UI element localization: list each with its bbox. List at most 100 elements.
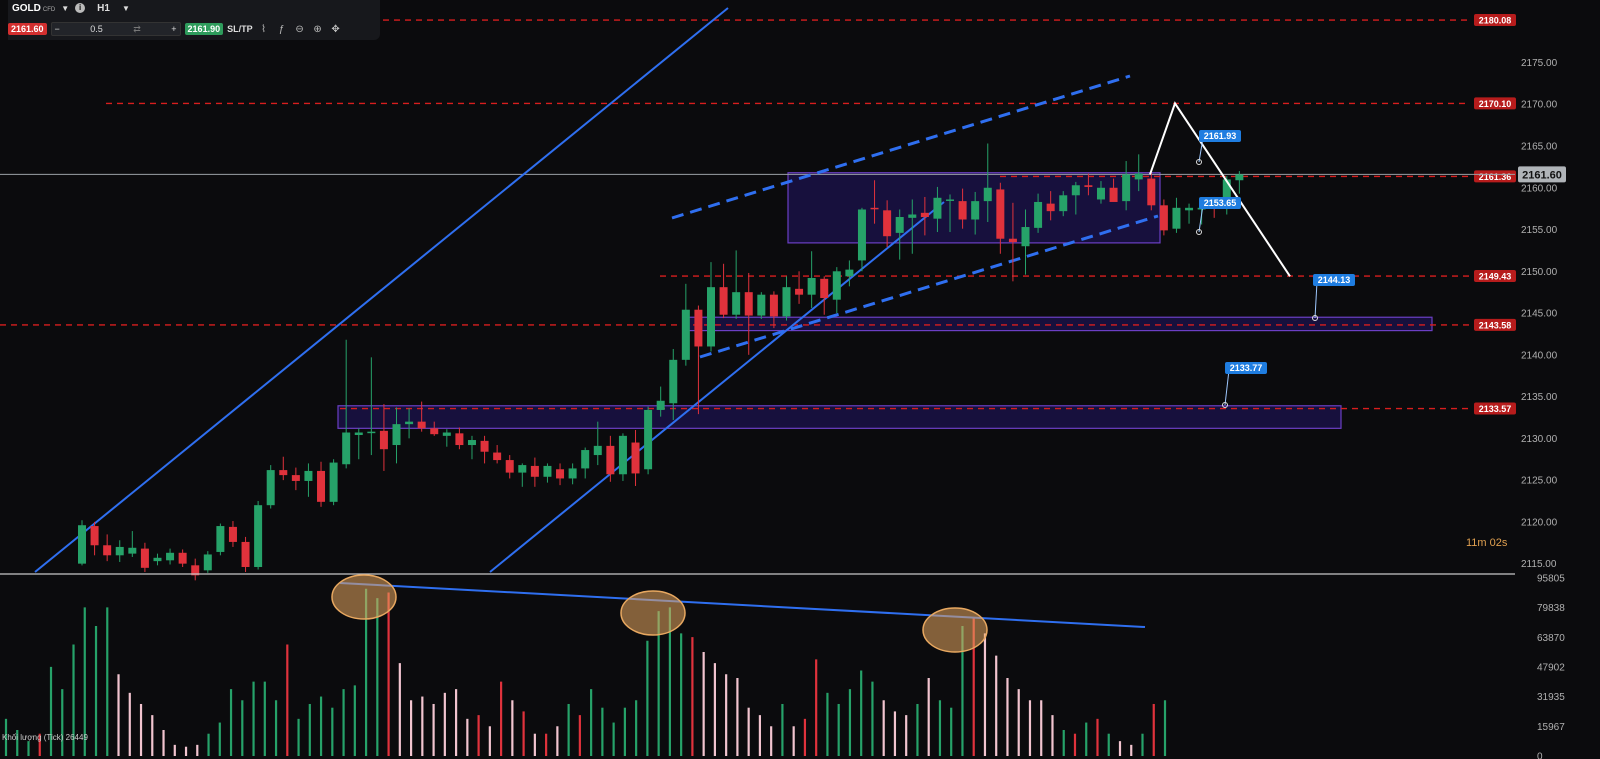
candle-body xyxy=(581,450,590,469)
volume-axis-tick-label: 15967 xyxy=(1537,722,1565,733)
candle-body xyxy=(807,277,816,295)
candle-body xyxy=(128,547,137,554)
candle-countdown: 11m 02s xyxy=(1466,537,1508,549)
projection-label: 2153.65 xyxy=(1204,198,1237,208)
chevron-down-icon[interactable]: ▼ xyxy=(121,3,130,13)
candle-body xyxy=(681,309,690,360)
candle-body xyxy=(442,432,451,436)
price-level-label: 2180.08 xyxy=(1479,16,1512,26)
volume-axis-tick-label: 31935 xyxy=(1537,692,1565,703)
price-level-label: 2149.43 xyxy=(1479,272,1512,282)
price-axis-tick-label: 2120.00 xyxy=(1521,517,1558,528)
current-price-tag xyxy=(1518,166,1566,183)
candle-body xyxy=(958,201,967,220)
candle-body xyxy=(933,197,942,219)
price-level-tag xyxy=(1474,170,1516,183)
plus-icon[interactable]: + xyxy=(171,24,177,34)
candle-body xyxy=(769,294,778,317)
price-axis-tick-label: 2130.00 xyxy=(1521,434,1558,445)
lot-size-stepper[interactable]: − 0.5 ⇄ + xyxy=(50,22,181,36)
projection-label: 2161.93 xyxy=(1204,131,1237,141)
price-level-tag xyxy=(1474,402,1516,415)
price-axis-tick-label: 2160.00 xyxy=(1521,183,1558,194)
candle-body xyxy=(455,433,464,446)
candle-body xyxy=(140,548,149,568)
indicator-icon[interactable]: ƒ xyxy=(278,23,285,35)
candle-body xyxy=(1021,227,1030,247)
candle-body xyxy=(1059,195,1068,212)
candle-body xyxy=(1134,173,1143,180)
candle-body xyxy=(795,288,804,295)
timeframe-selector[interactable]: H1 xyxy=(91,2,116,15)
candle-body xyxy=(493,452,502,461)
swap-icon[interactable]: ⇄ xyxy=(133,23,141,34)
lot-size-value: 0.5 xyxy=(90,24,103,34)
candle-body xyxy=(115,546,124,556)
price-axis-tick-label: 2175.00 xyxy=(1521,58,1558,69)
info-icon[interactable]: i xyxy=(75,3,86,13)
candle-body xyxy=(857,209,866,261)
price-axis-tick-label: 2150.00 xyxy=(1521,267,1558,278)
volume-axis-tick-label: 95805 xyxy=(1537,574,1565,585)
projection-label-leader xyxy=(1314,281,1318,319)
price-axis-tick-label: 2115.00 xyxy=(1521,559,1557,570)
candle-body xyxy=(392,424,401,446)
sltp-button[interactable]: SL/TP xyxy=(227,24,253,34)
candle-body xyxy=(530,465,539,477)
candle-body xyxy=(304,470,313,481)
candle-body xyxy=(631,442,640,474)
candle-body xyxy=(543,465,552,477)
candle-body xyxy=(153,557,162,562)
sell-button[interactable]: 2161.60 xyxy=(8,23,47,35)
price-level-tag xyxy=(1474,14,1516,27)
projection-label-leader xyxy=(1198,204,1204,233)
candle-body xyxy=(996,189,1005,239)
toolbar-row-trade: 2161.60 − 0.5 ⇄ + 2161.90 SL/TP ⌇ ƒ ⊖ ⊕ … xyxy=(8,20,343,38)
candle-body xyxy=(317,470,326,502)
zoom-in-icon[interactable]: ⊕ xyxy=(313,23,322,35)
symbol-suffix: CFD xyxy=(42,6,56,13)
candle-body xyxy=(656,400,665,410)
candle-body xyxy=(191,565,200,576)
trend-line xyxy=(489,201,945,573)
projection-label-leader xyxy=(1224,369,1230,406)
trade-toolbar: GOLD CFD ▼ i H1 ▼ 2161.60 − 0.5 ⇄ + 2161.… xyxy=(8,0,380,40)
channel-line-lower xyxy=(699,214,1159,359)
projection-label-tag xyxy=(1199,130,1241,142)
channel-line-upper xyxy=(671,74,1131,220)
price-axis-tick-label: 2155.00 xyxy=(1521,225,1558,236)
candle-body xyxy=(946,199,955,201)
price-axis-tick-label: 2145.00 xyxy=(1521,309,1558,320)
candle-body xyxy=(279,470,288,476)
supply-demand-zone xyxy=(337,405,1342,429)
line-chart-icon[interactable]: ⌇ xyxy=(261,23,267,35)
price-axis-tick-label: 2170.00 xyxy=(1521,100,1558,111)
candle-body xyxy=(1185,207,1194,211)
candle-body xyxy=(1172,207,1181,229)
candle-body xyxy=(1147,178,1156,206)
candle-body xyxy=(241,541,250,567)
projection-label-tag xyxy=(1199,197,1241,209)
candle-body xyxy=(342,432,351,465)
trend-line xyxy=(34,7,729,573)
price-level-label: 2143.58 xyxy=(1479,320,1512,330)
symbol-selector[interactable]: GOLD CFD xyxy=(8,3,55,14)
candle-body xyxy=(1084,185,1093,187)
zoom-out-icon[interactable]: ⊖ xyxy=(295,23,304,35)
candle-body xyxy=(405,421,414,425)
price-level-tag xyxy=(1474,270,1516,283)
minus-icon[interactable]: − xyxy=(54,24,60,34)
candle-body xyxy=(78,525,86,564)
projection-label-anchor xyxy=(1222,402,1228,408)
candle-body xyxy=(505,460,514,473)
projection-label-anchor xyxy=(1312,315,1318,321)
candle-body xyxy=(103,545,112,556)
candle-body xyxy=(216,526,225,552)
candle-body xyxy=(983,187,992,202)
candle-body xyxy=(480,440,489,452)
chevron-down-icon[interactable]: ▼ xyxy=(61,3,70,13)
buy-button[interactable]: 2161.90 xyxy=(184,23,224,35)
crosshair-icon[interactable]: ✥ xyxy=(331,23,340,35)
